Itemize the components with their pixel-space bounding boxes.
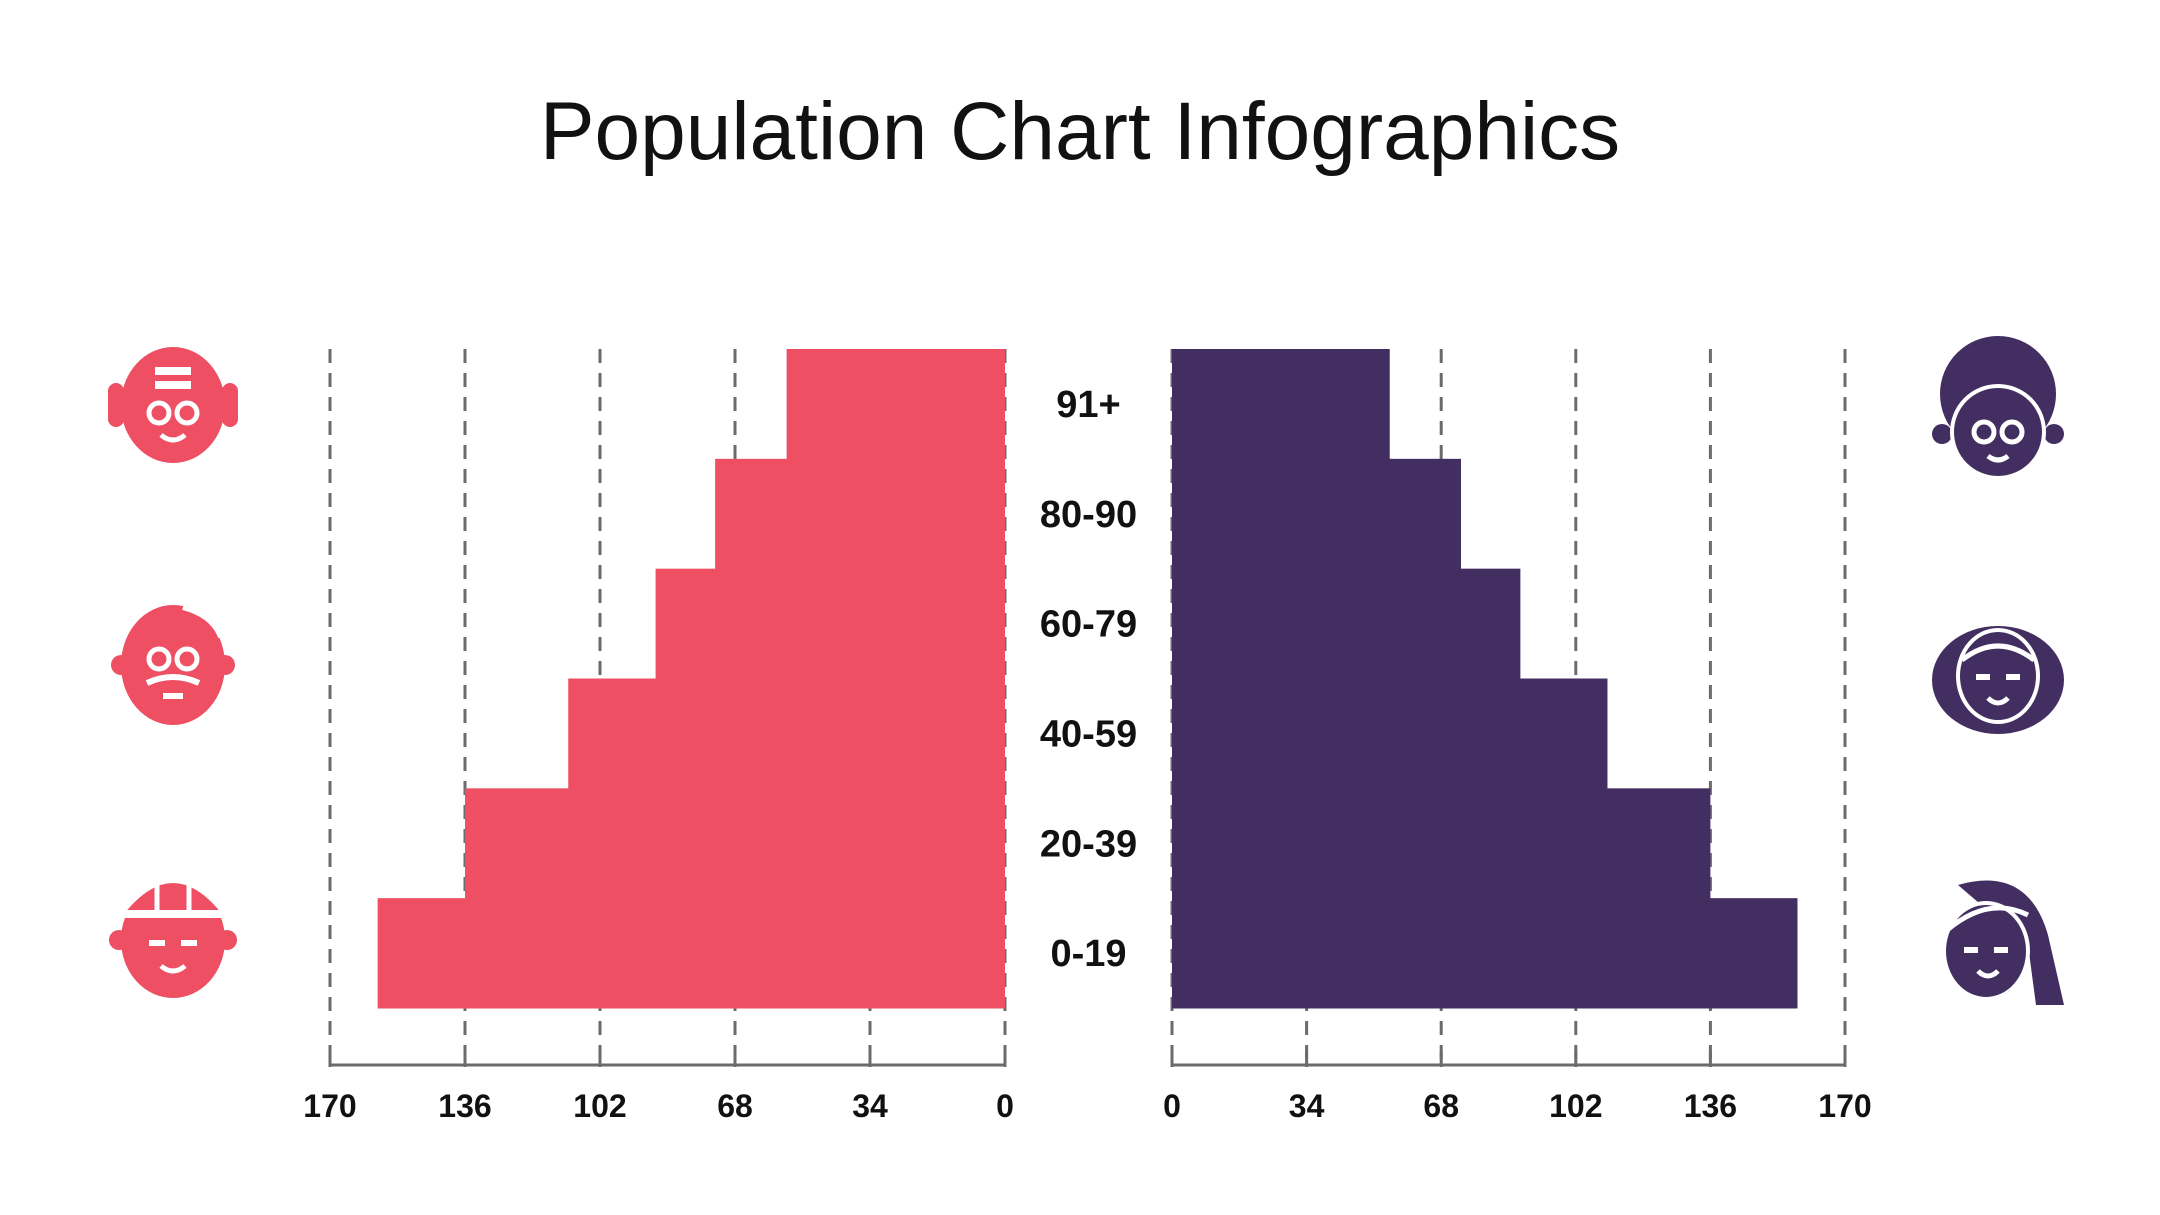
young-woman-icon	[1942, 880, 2064, 1005]
bar-male-91+	[786, 349, 1005, 460]
bar-female-0-19	[1172, 898, 1798, 1009]
bar-male-0-19	[377, 898, 1005, 1009]
bar-female-91+	[1172, 349, 1390, 460]
category-label: 20-39	[1040, 823, 1137, 865]
bar-male-80-90	[715, 458, 1005, 570]
tick-label-left: 170	[303, 1088, 356, 1124]
bars-male	[377, 349, 1005, 1009]
bar-male-40-59	[568, 678, 1005, 789]
tick-label-left: 0	[996, 1088, 1014, 1124]
elderly-man-icon	[108, 347, 238, 463]
page-title: Population Chart Infographics	[539, 86, 1621, 177]
bars-female	[1172, 349, 1798, 1009]
bearded-man-icon	[111, 604, 235, 725]
bar-female-20-39	[1172, 788, 1711, 899]
tick-label-left: 102	[573, 1088, 626, 1124]
bar-female-60-79	[1172, 568, 1521, 679]
bar-male-60-79	[655, 568, 1005, 679]
elderly-woman-icon	[1932, 336, 2064, 480]
category-label: 91+	[1056, 384, 1120, 426]
category-label: 0-19	[1050, 933, 1126, 975]
worker-man-icon	[109, 870, 237, 998]
bar-male-20-39	[465, 788, 1005, 899]
tick-label-right: 170	[1818, 1088, 1871, 1124]
x-axis-left: 170 136 102 68 34 0	[303, 1051, 1014, 1124]
tick-label-left: 68	[717, 1088, 753, 1124]
category-label: 80-90	[1040, 494, 1137, 536]
category-labels: 91+ 80-90 60-79 40-59 20-39 0-19	[1040, 384, 1137, 975]
tick-label-right: 102	[1549, 1088, 1602, 1124]
tick-label-right: 136	[1684, 1088, 1737, 1124]
tick-label-right: 34	[1289, 1088, 1325, 1124]
category-label: 60-79	[1040, 604, 1137, 646]
bar-female-80-90	[1172, 458, 1461, 570]
tick-label-left: 34	[852, 1088, 888, 1124]
tick-label-right: 0	[1163, 1088, 1181, 1124]
category-label: 40-59	[1040, 713, 1137, 755]
woman-icon	[1932, 626, 2064, 734]
x-axis-right: 0 34 68 102 136 170	[1163, 1051, 1872, 1124]
bar-female-40-59	[1172, 678, 1608, 789]
tick-label-left: 136	[438, 1088, 491, 1124]
tick-label-right: 68	[1423, 1088, 1459, 1124]
